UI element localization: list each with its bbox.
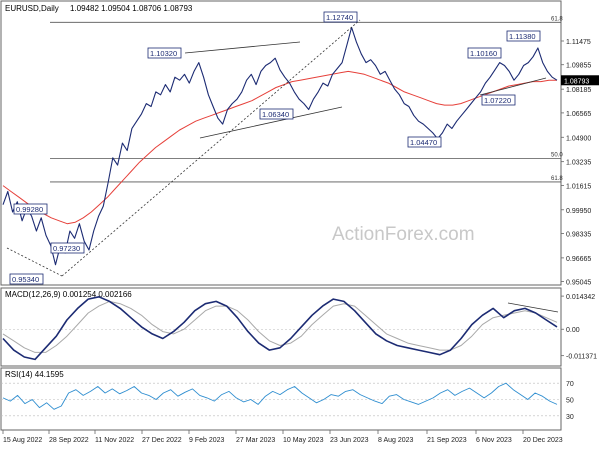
annotation-text: 0.97230 <box>53 244 80 253</box>
price-line <box>2 26 558 266</box>
symbol-label: EURUSD,Daily <box>5 4 59 13</box>
dashed-guide-trend <box>61 19 361 277</box>
price-ytick-7: 0.99950 <box>566 208 591 215</box>
rsi-ytick-0: 70 <box>566 381 574 388</box>
annotation-text: 1.04470 <box>410 138 437 147</box>
price-late-trendline <box>479 77 547 96</box>
annotation-text: 0.95340 <box>12 275 39 284</box>
annotation-box <box>259 108 294 120</box>
macd-ytick-1: 0.00 <box>566 327 580 334</box>
price-annotation-7: 0.99280 <box>13 203 48 215</box>
rsi-panel-frame <box>0 367 562 431</box>
price-annotation-5: 1.11380 <box>506 30 541 42</box>
price-annotation-6: 1.07220 <box>481 94 516 106</box>
watermark: ActionForex.com <box>332 224 475 245</box>
annotation-text: 1.12740 <box>326 13 353 22</box>
fib-label-0: 61.8 <box>551 16 563 22</box>
price-ytick-0: 1.11475 <box>566 39 591 46</box>
macd-ytick-0: 0.014342 <box>566 294 595 301</box>
annotation-box <box>50 242 85 254</box>
x-tick-4: 9 Feb 2023 <box>189 437 225 444</box>
macd-trendline <box>507 302 559 313</box>
annotation-box <box>481 94 516 106</box>
x-tick-10: 6 Nov 2023 <box>476 437 512 444</box>
annotation-text: 1.10160 <box>470 49 497 58</box>
macd-signal-line <box>2 300 558 353</box>
annotation-box <box>506 30 541 42</box>
fib-label-2: 61.8 <box>551 176 563 182</box>
annotation-text: 1.07220 <box>484 96 511 105</box>
price-annotation-1: 1.10320 <box>147 47 182 59</box>
annotation-box <box>467 47 502 59</box>
annotation-box <box>9 273 44 285</box>
rsi-ytick-2: 30 <box>566 414 574 421</box>
price-ytick-1: 1.09855 <box>566 63 591 70</box>
price-ytick-8: 0.98335 <box>566 231 591 238</box>
price-ytick-3: 1.06565 <box>566 111 591 118</box>
price-annotation-9: 0.95340 <box>9 273 44 285</box>
x-tick-1: 28 Sep 2022 <box>49 437 89 444</box>
annotation-text: 1.10320 <box>150 49 177 58</box>
x-tick-6: 10 May 2023 <box>283 437 324 444</box>
x-tick-9: 21 Sep 2023 <box>427 437 467 444</box>
x-tick-11: 20 Dec 2023 <box>523 437 563 444</box>
price-annotation-3: 1.04470 <box>407 136 442 148</box>
price-annotation-8: 0.97230 <box>50 242 85 254</box>
x-tick-5: 27 Mar 2023 <box>236 437 275 444</box>
macd-label: MACD(12,26,9) 0.001254 0.002166 <box>5 290 132 299</box>
annotation-text: 0.99280 <box>16 205 43 214</box>
price-ytick-6: 1.01615 <box>566 183 591 190</box>
macd-line <box>2 295 558 361</box>
price-ytick-10: 0.95045 <box>566 280 591 287</box>
annotation-text: 1.11380 <box>509 32 536 41</box>
price-ytick-2: 1.08185 <box>566 87 591 94</box>
rsi-line <box>2 382 558 410</box>
annotation-box <box>13 203 48 215</box>
price-annotation-4: 1.10160 <box>467 47 502 59</box>
macd-panel-frame <box>0 287 562 367</box>
price-annotation-0: 1.12740 <box>323 11 358 23</box>
rsi-label: RSI(14) 44.1595 <box>5 370 64 379</box>
price-ytick-4: 1.04900 <box>566 135 591 142</box>
x-tick-3: 27 Dec 2022 <box>142 437 182 444</box>
annotation-box <box>323 11 358 23</box>
annotation-box <box>147 47 182 59</box>
macd-ytick-2: -0.011371 <box>566 354 597 361</box>
channel-upper-line <box>184 41 301 54</box>
price-ytick-9: 0.96665 <box>566 256 591 263</box>
annotation-box <box>407 136 442 148</box>
fib-label-1: 50.0 <box>551 153 563 159</box>
ohlc-label: 1.09482 1.09504 1.08706 1.08793 <box>70 4 193 13</box>
x-tick-8: 8 Aug 2023 <box>378 437 414 444</box>
annotation-text: 1.06340 <box>262 110 289 119</box>
x-tick-0: 15 Aug 2022 <box>3 437 42 444</box>
channel-lower-line <box>199 106 343 139</box>
price-ytick-5: 1.03235 <box>566 160 591 167</box>
rsi-ytick-1: 50 <box>566 398 574 405</box>
moving-average-line <box>2 70 557 225</box>
current-price-label: 1.08793 <box>564 78 589 85</box>
x-tick-2: 11 Nov 2022 <box>95 437 134 444</box>
current-price-flag <box>561 75 599 86</box>
price-annotation-2: 1.06340 <box>259 108 294 120</box>
x-tick-7: 23 Jun 2023 <box>330 437 369 444</box>
